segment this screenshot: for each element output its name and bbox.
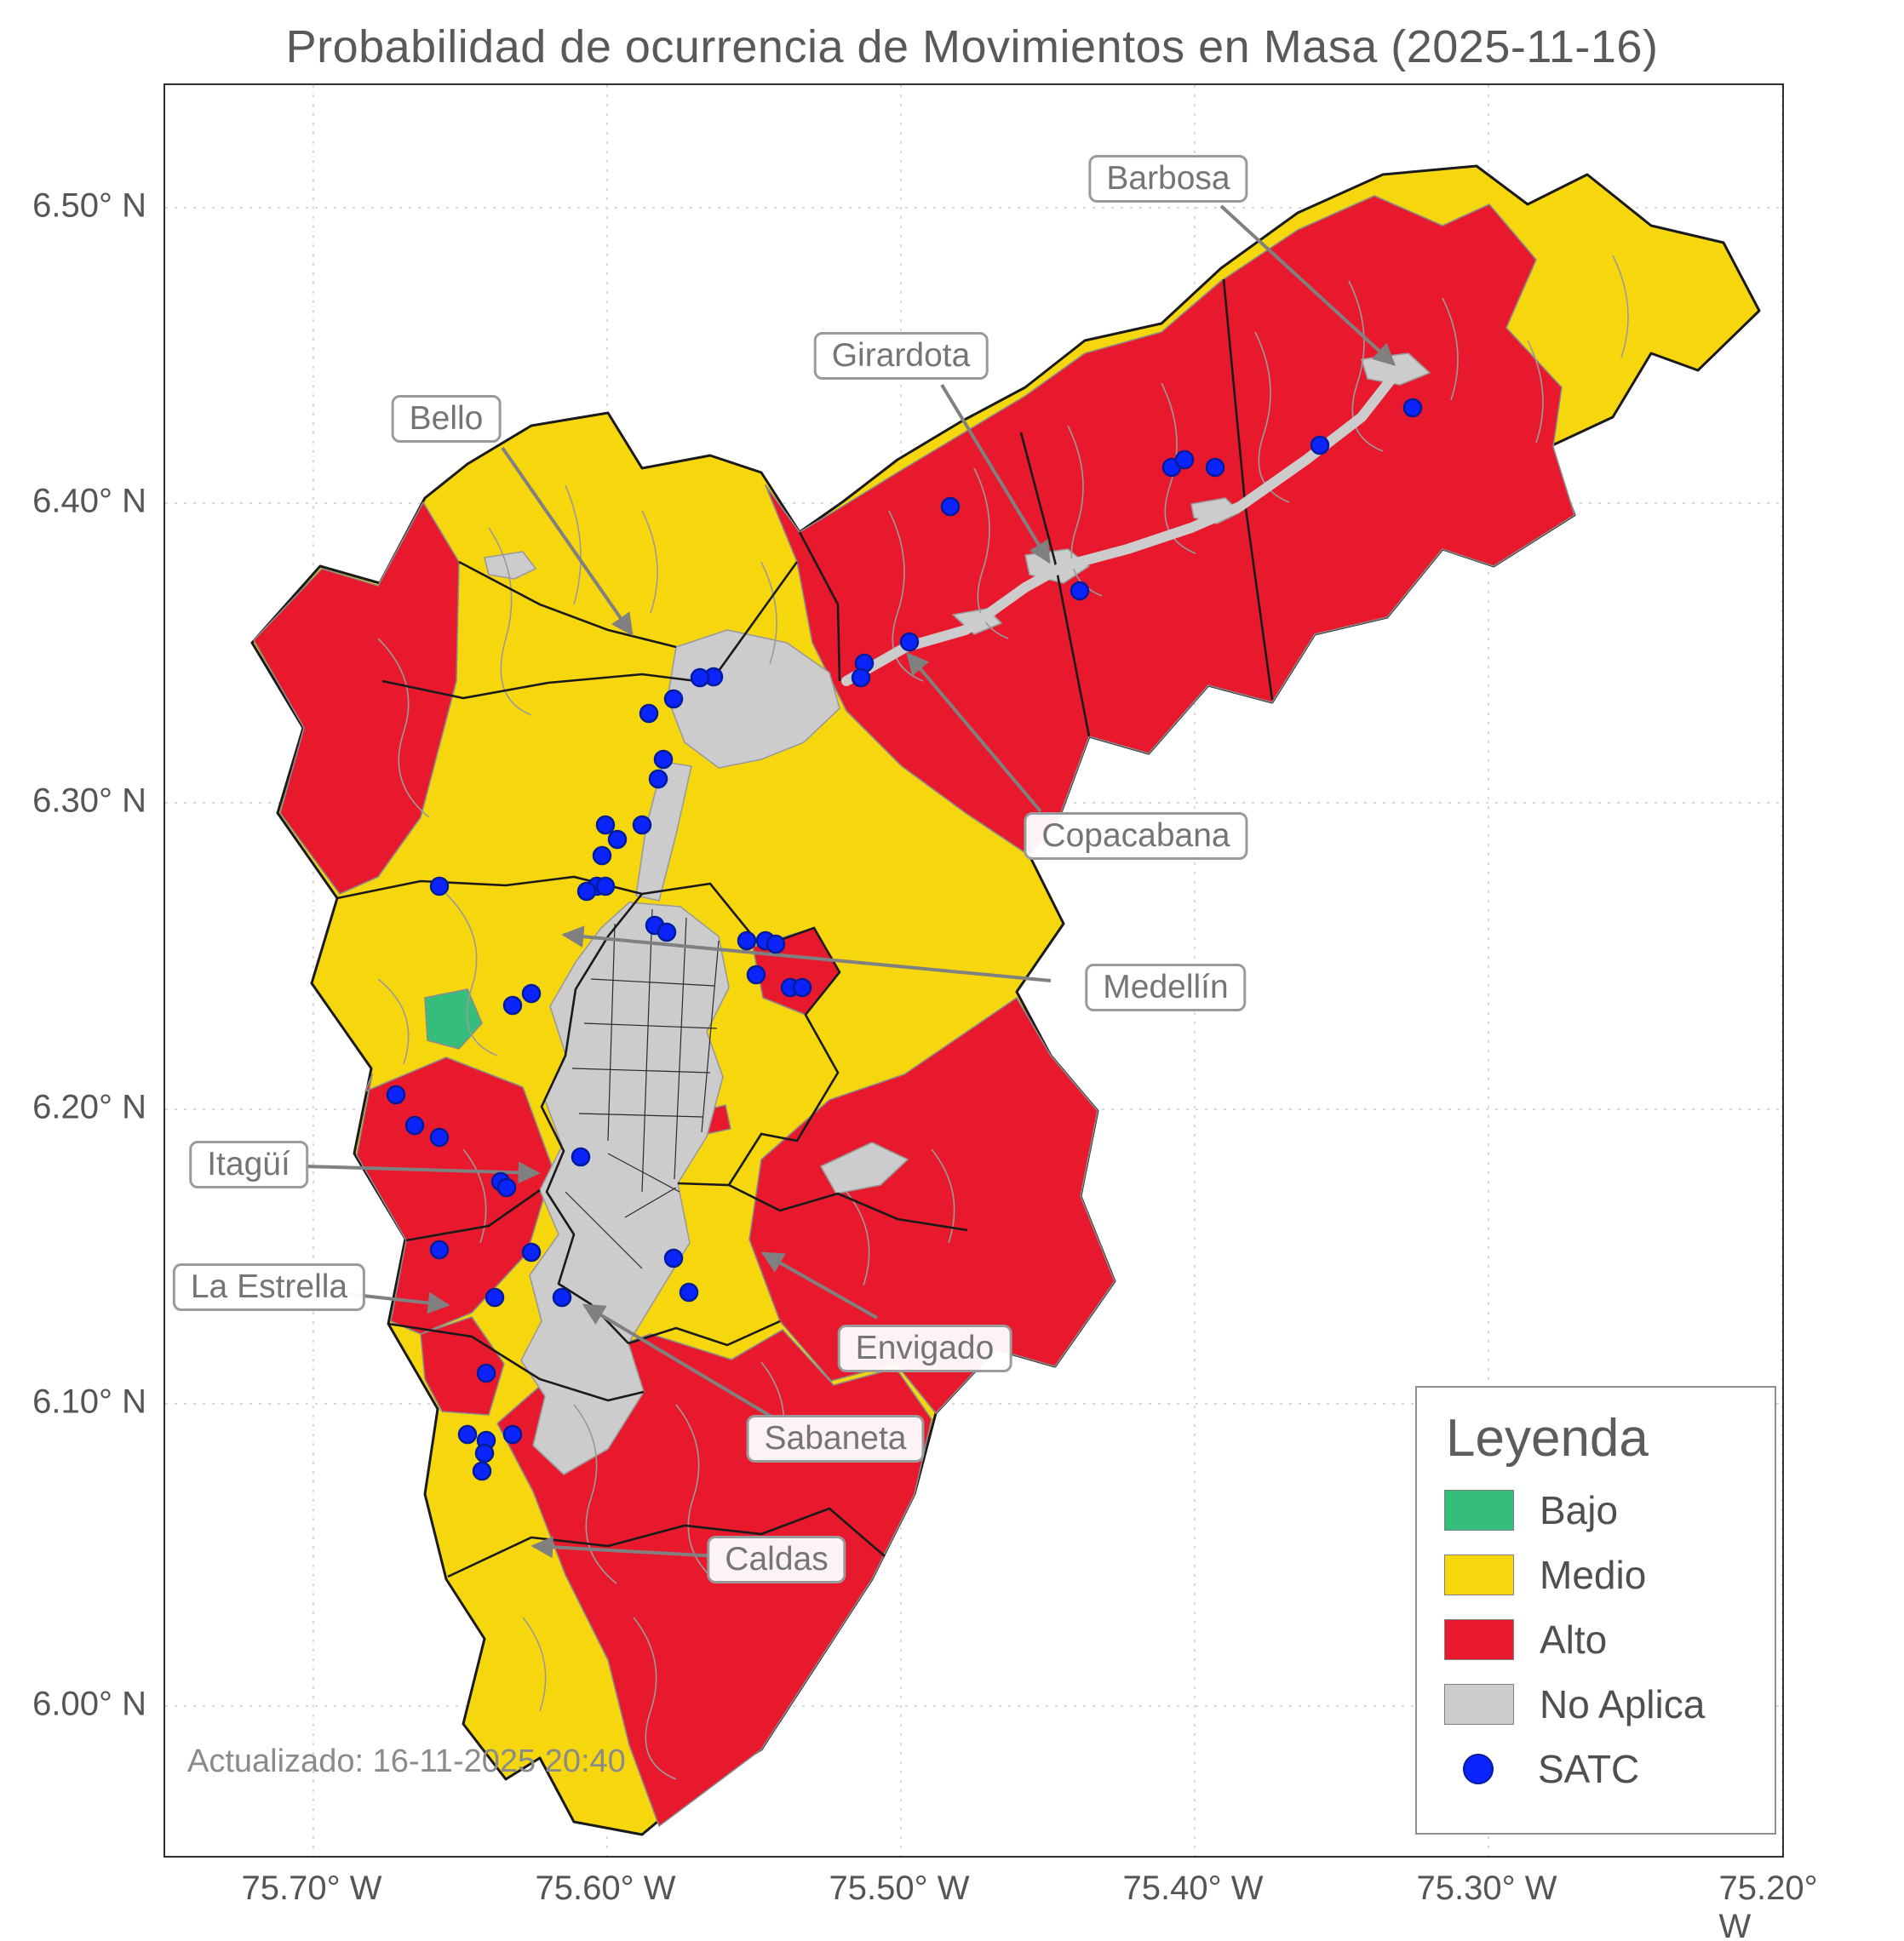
- legend-item-no_aplica: No Aplica: [1444, 1681, 1747, 1727]
- region-alto: [420, 1316, 505, 1416]
- satc-dot: [386, 1085, 406, 1105]
- satc-dot: [1070, 581, 1090, 601]
- legend-label-satc: SATC: [1538, 1747, 1640, 1791]
- satc-dot: [595, 815, 616, 835]
- satc-dot: [571, 1147, 591, 1167]
- satc-dot: [899, 632, 920, 652]
- map-title: Probabilidad de ocurrencia de Movimiento…: [285, 21, 1659, 72]
- label-arrow: [582, 1303, 773, 1418]
- satc-dot: [1310, 435, 1330, 455]
- satc-dot: [792, 977, 812, 998]
- satc-dot: [502, 1424, 523, 1445]
- legend-swatch-alto: [1444, 1619, 1514, 1660]
- satc-dot: [663, 1248, 684, 1268]
- x-tick-label: 75.50° W: [829, 1869, 970, 1907]
- legend-swatch-no_aplica: [1444, 1684, 1514, 1725]
- region-no_aplica: [667, 629, 840, 769]
- legend-item-satc: SATC: [1444, 1746, 1747, 1792]
- label-arrow: [561, 925, 1052, 982]
- y-tick-label: 6.30° N: [32, 782, 146, 820]
- satc-dot: [429, 1240, 450, 1260]
- satc-dot: [690, 667, 710, 688]
- satc-dot: [639, 703, 659, 724]
- label-arrow: [760, 1251, 878, 1320]
- satc-dot: [657, 922, 677, 942]
- satc-dot: [502, 995, 523, 1016]
- x-tick-label: 75.60° W: [535, 1869, 676, 1907]
- y-tick-label: 6.40° N: [32, 482, 146, 520]
- satc-dot: [521, 1242, 542, 1263]
- region-alto: [253, 501, 460, 895]
- label-arrow: [906, 652, 1042, 813]
- urban-comuna-grid: [565, 908, 720, 1269]
- x-tick-label: 75.20° W: [1718, 1869, 1818, 1941]
- satc-dot: [663, 689, 684, 709]
- satc-dot: [474, 1443, 495, 1463]
- satc-stations: [386, 398, 1423, 1481]
- satc-dot: [766, 934, 786, 954]
- satc-dot: [485, 1287, 505, 1308]
- satc-dot: [592, 845, 612, 866]
- satc-dot: [552, 1287, 572, 1308]
- y-tick-label: 6.10° N: [32, 1383, 146, 1421]
- satc-dot: [521, 983, 542, 1004]
- satc-dot: [1205, 457, 1225, 478]
- satc-dot: [737, 930, 757, 951]
- satc-dot: [1402, 398, 1423, 418]
- x-tick-label: 75.40° W: [1122, 1869, 1264, 1907]
- legend-item-alto: Alto: [1444, 1617, 1747, 1663]
- label-arrow: [304, 1161, 541, 1184]
- x-tick-label: 75.30° W: [1416, 1869, 1557, 1907]
- y-tick-label: 6.50° N: [32, 186, 146, 225]
- legend-swatch-medio: [1444, 1555, 1514, 1595]
- satc-dot: [648, 769, 668, 789]
- region-no_aplica: [820, 1142, 909, 1194]
- label-arrow: [530, 1536, 718, 1559]
- satc-dot: [457, 1424, 478, 1445]
- legend-label-alto: Alto: [1540, 1618, 1608, 1662]
- satc-dot: [496, 1177, 517, 1198]
- label-arrow: [940, 383, 1051, 564]
- x-tick-label: 75.70° W: [241, 1869, 382, 1907]
- satc-dot: [476, 1363, 496, 1383]
- legend-swatch-bajo: [1444, 1490, 1514, 1531]
- satc-dot: [429, 876, 450, 896]
- legend-label-no_aplica: No Aplica: [1540, 1682, 1706, 1726]
- legend-item-medio: Medio: [1444, 1552, 1747, 1598]
- map-plot-area: Barbosa Girardota Bello Copacabana Medellín I…: [163, 83, 1784, 1858]
- legend-label-bajo: Bajo: [1540, 1488, 1619, 1532]
- y-tick-label: 6.20° N: [32, 1088, 146, 1126]
- satc-dot: [632, 815, 652, 835]
- satc-dot: [429, 1127, 450, 1148]
- legend-label-medio: Medio: [1540, 1553, 1647, 1597]
- y-axis-ticks: 6.50° N 6.40° N 6.30° N 6.20° N 6.10° N 6.00°…: [0, 0, 155, 1941]
- satc-dot: [679, 1282, 699, 1303]
- satc-dot-icon: [1463, 1754, 1494, 1784]
- satc-dot: [404, 1115, 425, 1136]
- satc-dot: [1174, 449, 1195, 470]
- legend: Leyenda Bajo Medio Alto No Aplica SATC: [1415, 1386, 1776, 1835]
- region-no_aplica: [484, 551, 536, 580]
- satc-dot: [746, 965, 766, 985]
- satc-dot: [607, 829, 628, 850]
- satc-dot: [851, 667, 871, 688]
- satc-dot: [472, 1461, 492, 1481]
- y-tick-label: 6.00° N: [32, 1685, 146, 1723]
- vereda-boundaries: [377, 255, 1629, 1780]
- satc-dot: [940, 496, 961, 517]
- satc-dot: [653, 749, 674, 770]
- satc-dot: [595, 876, 616, 896]
- satc-dot: [576, 881, 597, 902]
- legend-swatch-satc: [1444, 1754, 1512, 1784]
- legend-item-bajo: Bajo: [1444, 1487, 1747, 1533]
- label-arrows: [304, 204, 1396, 1559]
- label-arrow: [1219, 204, 1396, 366]
- updated-timestamp: Actualizado: 16-11-2025 20:40: [187, 1743, 626, 1779]
- legend-items: Bajo Medio Alto No Aplica SATC: [1441, 1487, 1751, 1792]
- region-alto: [748, 997, 1115, 1414]
- legend-title: Leyenda: [1446, 1409, 1649, 1468]
- label-arrow: [501, 446, 634, 637]
